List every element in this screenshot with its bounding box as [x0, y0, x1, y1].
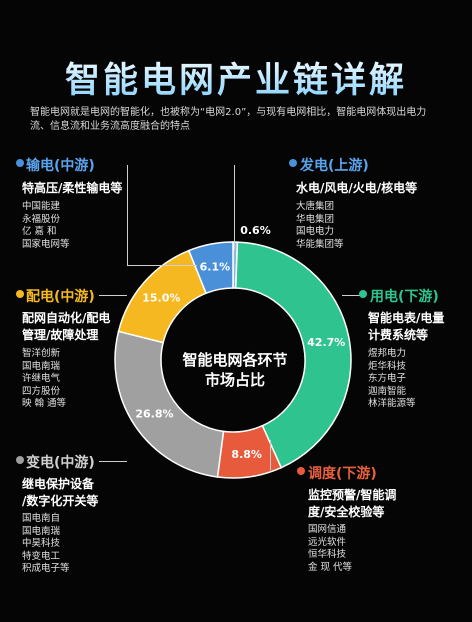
- dispatch-title: 调度(下游): [308, 466, 377, 482]
- company-item: 四方股份: [22, 385, 61, 397]
- donut-slice: [187, 241, 234, 295]
- distribution-dot: [16, 290, 24, 298]
- slice-label: 42.7%: [307, 336, 345, 349]
- dispatch-dot: [297, 467, 305, 475]
- company-item: 金 现 代等: [308, 561, 353, 573]
- connector-substation: [99, 461, 127, 462]
- company-item: 永福股份: [22, 213, 61, 225]
- substation-companies: 国电南自 国电南瑞 中昊科技 特变电工 积成电子等: [22, 513, 70, 576]
- transmission-companies: 中国能建 永福股份 亿 嘉 和 国家电网等: [22, 201, 70, 251]
- company-item: 恒华科技: [308, 549, 347, 560]
- company-item: 华电集团: [296, 213, 335, 225]
- connector-transmission-h: [127, 265, 197, 266]
- dispatch-products-line2: 度/安全校验等: [308, 505, 385, 519]
- distribution-products-line1: 配网自动化/配电: [22, 311, 111, 325]
- generation-companies: 大唐集团 华电集团 国电电力 华能集团等: [296, 201, 344, 251]
- generation-products: 水电/风电/火电/核电等: [296, 181, 418, 195]
- distribution-products: 配网自动化/配电 管理/故障处理: [22, 310, 110, 344]
- slice-label: 26.8%: [135, 407, 173, 420]
- company-item: 国网信通: [308, 524, 347, 535]
- substation-products-line2: /数字化开关等: [22, 494, 99, 508]
- substation-title: 变电(中游): [26, 455, 95, 471]
- intro-text: 智能电网就是电网的智能化，也被称为“电网2.0”，与现有电网相比，智能电网体现出…: [30, 107, 427, 132]
- company-item: 中昊科技: [22, 538, 61, 549]
- consumption-products-line2: 计费系统等: [368, 328, 429, 342]
- slice-label: 0.6%: [240, 224, 271, 237]
- generation-dot: [289, 159, 297, 167]
- dispatch-products-line1: 监控预警/智能调: [308, 488, 397, 502]
- company-item: 亿 嘉 和: [22, 226, 57, 237]
- company-item: 许继电气: [22, 373, 61, 384]
- company-item: 国电南瑞: [22, 525, 61, 537]
- company-item: 映 翰 通等: [22, 398, 67, 409]
- slice-label: 8.8%: [231, 448, 262, 461]
- company-item: 中国能建: [22, 201, 61, 212]
- center-label: 智能电网各环节 市场占比: [165, 350, 305, 390]
- company-item: 华能集团等: [296, 238, 344, 250]
- slice-label: 6.1%: [200, 261, 231, 274]
- connector-dispatch: [270, 440, 271, 470]
- company-item: 国家电网等: [22, 238, 70, 250]
- company-item: 国电南瑞: [22, 360, 61, 372]
- connector-transmission: [127, 165, 128, 265]
- connector-distribution: [99, 295, 127, 296]
- consumption-companies: 煜邦电力 炬华科技 东方电子 迦南智能 林洋能源等: [368, 348, 416, 411]
- generation-title: 发电(上游): [300, 158, 369, 174]
- company-item: 东方电子: [368, 373, 407, 384]
- consumption-dot: [359, 290, 367, 298]
- center-label-line1: 智能电网各环节: [182, 351, 288, 369]
- consumption-title: 用电(下游): [370, 289, 439, 305]
- company-item: 智洋创新: [22, 348, 61, 359]
- company-item: 煜邦电力: [368, 348, 407, 359]
- company-item: 国电南自: [22, 513, 61, 524]
- consumption-products-line1: 智能电表/电量: [368, 311, 445, 325]
- transmission-title: 输电(中游): [26, 158, 95, 174]
- company-item: 远光软件: [308, 536, 347, 548]
- donut-slice: [234, 241, 352, 469]
- company-item: 国电电力: [296, 226, 335, 237]
- connector-consumption: [342, 295, 362, 296]
- page-title: 智能电网产业链详解: [0, 52, 472, 103]
- dispatch-products: 监控预警/智能调 度/安全校验等: [308, 487, 396, 521]
- company-item: 特变电工: [22, 550, 61, 562]
- company-item: 大唐集团: [296, 201, 335, 212]
- substation-products: 继电保护设备 /数字化开关等: [22, 476, 98, 510]
- consumption-products: 智能电表/电量 计费系统等: [368, 310, 444, 344]
- slice-label: 15.0%: [142, 292, 180, 305]
- transmission-dot: [16, 159, 24, 167]
- connector-generation: [234, 165, 235, 250]
- company-item: 迦南智能: [368, 385, 407, 397]
- substation-dot: [16, 456, 24, 464]
- dispatch-companies: 国网信通 远光软件 恒华科技 金 现 代等: [308, 524, 352, 574]
- company-item: 炬华科技: [368, 360, 407, 372]
- distribution-title: 配电(中游): [26, 289, 95, 305]
- distribution-products-line2: 管理/故障处理: [22, 328, 99, 342]
- center-label-line2: 市场占比: [204, 371, 265, 389]
- transmission-products: 特高压/柔性输电等: [22, 181, 123, 195]
- company-item: 积成电子等: [22, 563, 70, 574]
- company-item: 林洋能源等: [368, 398, 416, 409]
- substation-products-line1: 继电保护设备: [22, 477, 95, 491]
- distribution-companies: 智洋创新 国电南瑞 许继电气 四方股份 映 翰 通等: [22, 348, 66, 411]
